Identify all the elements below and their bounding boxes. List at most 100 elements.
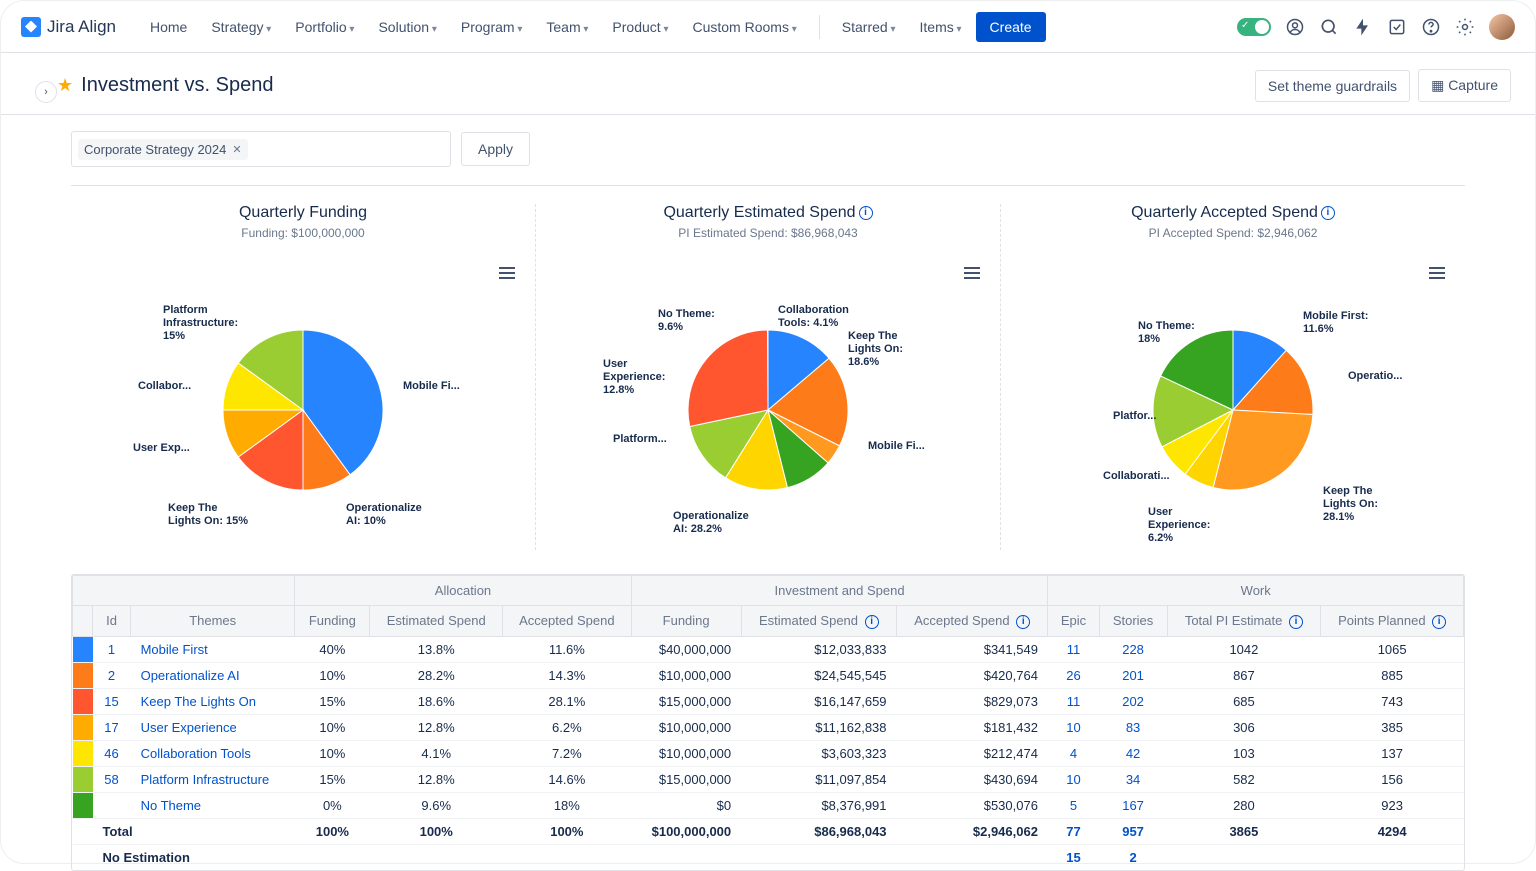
nav-item-strategy[interactable]: Strategy <box>201 13 281 41</box>
chip-remove-icon[interactable]: ✕ <box>232 143 241 156</box>
nav-item-program[interactable]: Program <box>451 13 533 41</box>
row-color-bar <box>73 766 93 792</box>
nav-item-items[interactable]: Items <box>910 13 972 41</box>
cell-theme[interactable]: Mobile First <box>131 636 295 662</box>
th-total-pi-estimate[interactable]: Total PI Estimate i <box>1167 606 1321 637</box>
settings-icon[interactable] <box>1455 17 1475 37</box>
nav-item-starred[interactable]: Starred <box>832 13 906 41</box>
pie-label: Operatio... <box>1348 370 1402 383</box>
cell-epic[interactable]: 26 <box>1048 662 1099 688</box>
th-stories[interactable]: Stories <box>1099 606 1167 637</box>
cell-id[interactable]: 46 <box>93 740 131 766</box>
th-estimated-spend[interactable]: Estimated Spend <box>370 606 503 637</box>
nav-item-home[interactable]: Home <box>140 13 197 41</box>
pie-chart <box>1153 330 1313 490</box>
guardrails-button[interactable]: Set theme guardrails <box>1255 70 1410 102</box>
cell-stories[interactable]: 34 <box>1099 766 1167 792</box>
search-icon[interactable] <box>1319 17 1339 37</box>
info-icon[interactable]: i <box>865 615 879 629</box>
cell-theme[interactable]: Keep The Lights On <box>131 688 295 714</box>
cell-epic[interactable]: 11 <box>1048 688 1099 714</box>
row-total: Total100%100%100%$100,000,000$86,968,043… <box>73 818 1464 844</box>
pie-slice[interactable] <box>688 330 768 426</box>
pie-label: User Exp... <box>133 442 190 455</box>
create-button[interactable]: Create <box>976 12 1046 42</box>
chart-title: Quarterly Estimated Spendi <box>548 204 988 222</box>
cell-fund: $10,000,000 <box>631 740 741 766</box>
table-row: No Theme0%9.6%18%$0$8,376,991$530,076516… <box>73 792 1464 818</box>
cell-pp: 385 <box>1321 714 1464 740</box>
row-color-bar <box>73 792 93 818</box>
cell-stories[interactable]: 228 <box>1099 636 1167 662</box>
cell-stories[interactable]: 167 <box>1099 792 1167 818</box>
th-estimated-spend[interactable]: Estimated Spend i <box>741 606 896 637</box>
cell-id[interactable]: 17 <box>93 714 131 740</box>
cell-id[interactable]: 1 <box>93 636 131 662</box>
th-funding[interactable]: Funding <box>631 606 741 637</box>
star-icon[interactable]: ★ <box>57 75 73 96</box>
info-icon[interactable]: i <box>1321 206 1335 220</box>
info-icon[interactable]: i <box>859 206 873 220</box>
cell-id[interactable]: 58 <box>93 766 131 792</box>
cell-epic[interactable]: 4 <box>1048 740 1099 766</box>
cell-stories[interactable]: 83 <box>1099 714 1167 740</box>
th-group-empty <box>73 576 295 606</box>
info-icon[interactable]: i <box>1016 615 1030 629</box>
cell-id[interactable]: 15 <box>93 688 131 714</box>
capture-button[interactable]: ▦ Capture <box>1418 69 1511 102</box>
nav-item-custom-rooms[interactable]: Custom Rooms <box>682 13 806 41</box>
cell-stories[interactable]: 201 <box>1099 662 1167 688</box>
cell-theme[interactable]: User Experience <box>131 714 295 740</box>
info-icon[interactable]: i <box>1289 615 1303 629</box>
cell-epic[interactable]: 10 <box>1048 766 1099 792</box>
total-label: Total <box>93 818 295 844</box>
cell-f: 15% <box>295 766 370 792</box>
cell-stories[interactable]: 202 <box>1099 688 1167 714</box>
help-icon[interactable] <box>1421 17 1441 37</box>
th-accepted-spend[interactable]: Accepted Spend i <box>897 606 1048 637</box>
info-icon[interactable]: i <box>1432 615 1446 629</box>
cell-theme[interactable]: Platform Infrastructure <box>131 766 295 792</box>
pie-label: Keep TheLights On:28.1% <box>1323 485 1378 525</box>
cell-epic[interactable]: 5 <box>1048 792 1099 818</box>
apply-button[interactable]: Apply <box>461 132 530 166</box>
logo[interactable]: Jira Align <box>21 17 116 37</box>
chart-panel: Quarterly Accepted SpendiPI Accepted Spe… <box>1001 204 1465 550</box>
nav-item-solution[interactable]: Solution <box>368 13 446 41</box>
nav-item-product[interactable]: Product <box>602 13 678 41</box>
filter-chip[interactable]: Corporate Strategy 2024 ✕ <box>78 139 248 160</box>
collapse-sidebar-icon[interactable]: › <box>35 81 57 103</box>
cell-pp: 1065 <box>1321 636 1464 662</box>
user-circle-icon[interactable] <box>1285 17 1305 37</box>
pie-label: UserExperience:12.8% <box>603 358 665 398</box>
th-epic[interactable]: Epic <box>1048 606 1099 637</box>
feature-toggle[interactable] <box>1237 18 1271 36</box>
th-accepted-spend[interactable]: Accepted Spend <box>503 606 632 637</box>
row-color-bar <box>73 740 93 766</box>
nav-item-team[interactable]: Team <box>536 13 598 41</box>
nav-item-portfolio[interactable]: Portfolio <box>285 13 364 41</box>
pie-label: Collaborati... <box>1103 470 1170 483</box>
th-themes[interactable]: Themes <box>131 606 295 637</box>
camera-icon: ▦ <box>1431 77 1444 93</box>
avatar[interactable] <box>1489 14 1515 40</box>
th-funding[interactable]: Funding <box>295 606 370 637</box>
cell-theme[interactable]: Collaboration Tools <box>131 740 295 766</box>
cell-epic[interactable]: 11 <box>1048 636 1099 662</box>
table-row: 15Keep The Lights On15%18.6%28.1%$15,000… <box>73 688 1464 714</box>
cell-stories[interactable]: 42 <box>1099 740 1167 766</box>
filter-input[interactable]: Corporate Strategy 2024 ✕ <box>71 131 451 167</box>
direction-icon[interactable] <box>1353 17 1373 37</box>
table-row: 58Platform Infrastructure15%12.8%14.6%$1… <box>73 766 1464 792</box>
cell-theme[interactable]: Operationalize AI <box>131 662 295 688</box>
th-id[interactable]: Id <box>93 606 131 637</box>
cell-espend: $11,162,838 <box>741 714 896 740</box>
th-points-planned[interactable]: Points Planned i <box>1321 606 1464 637</box>
page-header: › ★ Investment vs. Spend Set theme guard… <box>1 53 1535 115</box>
cell-id[interactable]: 2 <box>93 662 131 688</box>
cell-id[interactable] <box>93 792 131 818</box>
checkbox-icon[interactable] <box>1387 17 1407 37</box>
cell-epic[interactable]: 10 <box>1048 714 1099 740</box>
chart-panel: Quarterly Estimated SpendiPI Estimated S… <box>536 204 1001 550</box>
cell-theme[interactable]: No Theme <box>131 792 295 818</box>
